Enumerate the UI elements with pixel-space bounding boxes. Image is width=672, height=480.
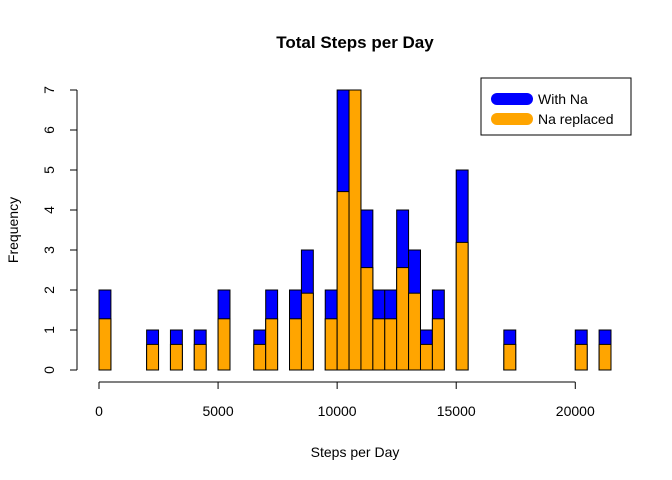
x-tick-label: 0 [95,403,103,419]
bar-na-replaced-22 [599,344,611,370]
bar-na-replaced-3 [194,344,206,370]
bar-na-replaced-4 [218,319,230,370]
legend-label-with-na: With Na [538,91,588,107]
x-tick-label: 5000 [202,403,233,419]
chart-title: Total Steps per Day [276,33,434,52]
bar-na-replaced-19 [456,242,468,370]
y-tick-label: 0 [41,366,57,374]
y-tick-label: 1 [41,326,57,334]
bar-na-replaced-7 [290,319,302,370]
x-tick-label: 10000 [318,403,357,419]
y-tick-label: 3 [41,246,57,254]
bar-na-replaced-2 [170,344,182,370]
bar-na-replaced-12 [361,268,373,370]
bar-na-replaced-18 [432,319,444,370]
bar-na-replaced-6 [266,319,278,370]
bar-na-replaced-1 [147,344,159,370]
bar-na-replaced-21 [575,344,587,370]
x-axis-label: Steps per Day [311,444,400,460]
y-tick-label: 5 [41,166,57,174]
y-tick-label: 4 [41,206,57,214]
y-axis: 0 1 2 3 4 5 6 7 [41,86,77,374]
bar-na-replaced-11 [349,90,361,370]
bar-na-replaced-8 [301,293,313,370]
bar-na-replaced-14 [385,319,397,370]
x-tick-label: 15000 [437,403,476,419]
x-tick-label: 20000 [556,403,595,419]
legend-label-na-replaced: Na replaced [538,111,614,127]
bar-na-replaced-20 [504,344,516,370]
bar-na-replaced-9 [325,319,337,370]
bar-na-replaced-17 [420,344,432,370]
bar-na-replaced-0 [99,319,111,370]
y-tick-label: 6 [41,126,57,134]
legend: With Na Na replaced [481,78,631,135]
x-axis: 0 5000 10000 15000 20000 [95,382,595,419]
bar-na-replaced-15 [397,268,409,370]
y-tick-label: 2 [41,286,57,294]
y-axis-label: Frequency [5,197,21,263]
bar-na-replaced-5 [254,344,266,370]
bar-na-replaced-16 [409,293,421,370]
y-tick-label: 7 [41,86,57,94]
bar-na-replaced-10 [337,192,349,370]
bar-na-replaced-13 [373,319,385,370]
